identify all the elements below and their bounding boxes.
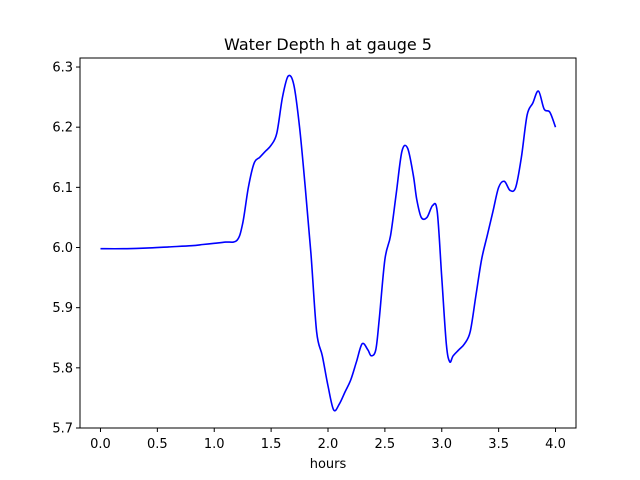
y-axis: 5.7 5.8 5.9 6.0 6.1 6.2 6.3 [52, 61, 80, 437]
y-tick-label: 6.3 [52, 61, 73, 76]
x-tick-label: 2.0 [318, 437, 339, 452]
x-tick-label: 0.0 [90, 437, 111, 452]
plot-area-frame [79, 57, 577, 429]
x-tick-label: 4.0 [545, 437, 566, 452]
y-tick-label: 6.2 [52, 121, 73, 136]
chart-title: Water Depth h at gauge 5 [224, 35, 432, 54]
x-tick-label: 1.0 [204, 437, 225, 452]
x-tick-label: 0.5 [147, 437, 168, 452]
x-tick-label: 2.5 [375, 437, 396, 452]
x-axis-label: hours [310, 457, 347, 472]
x-axis: 0.0 0.5 1.0 1.5 2.0 2.5 3.0 3.5 4.0 [90, 428, 566, 452]
x-tick-label: 1.5 [261, 437, 282, 452]
series-group [100, 74, 557, 412]
x-tick-label: 3.5 [488, 437, 509, 452]
y-tick-label: 6.0 [52, 241, 73, 256]
y-tick-label: 6.1 [52, 181, 73, 196]
series-line [100, 74, 557, 412]
y-tick-label: 5.9 [52, 301, 73, 316]
y-tick-label: 5.8 [52, 361, 73, 376]
y-tick-label: 5.7 [52, 422, 73, 437]
x-tick-label: 3.0 [431, 437, 452, 452]
